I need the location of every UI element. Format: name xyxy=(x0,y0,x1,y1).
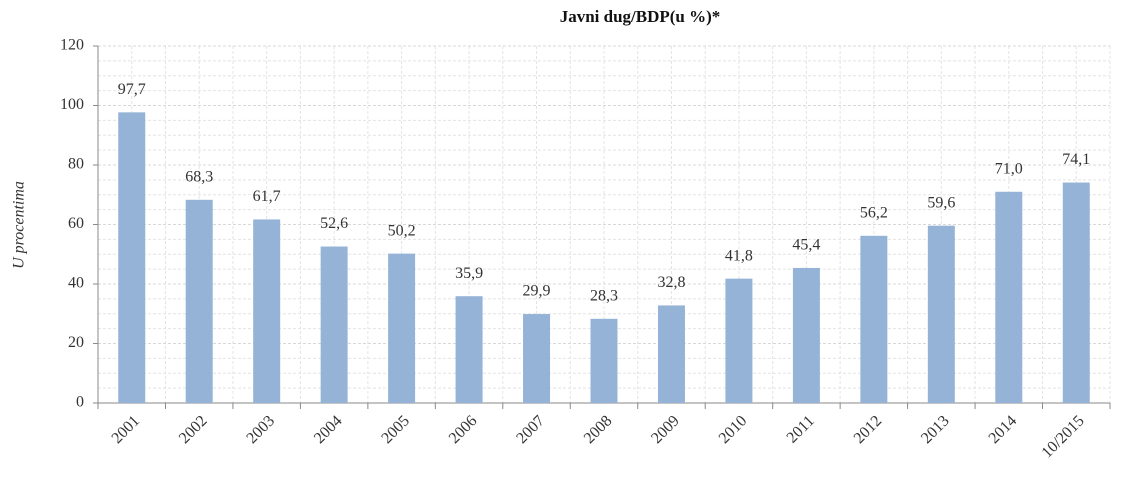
x-tick-label: 2012 xyxy=(851,412,886,447)
data-label: 28,3 xyxy=(590,287,618,304)
x-tick-label: 2008 xyxy=(581,412,616,447)
x-tick-label: 2014 xyxy=(986,412,1021,447)
bar xyxy=(253,219,281,403)
x-tick-label: 2006 xyxy=(446,412,481,447)
chart-title: Javni dug/BDP(u %)* xyxy=(560,7,721,26)
x-tick-label: 2002 xyxy=(176,412,211,447)
data-label: 29,9 xyxy=(523,283,551,300)
y-tick-label: 40 xyxy=(68,275,84,292)
x-tick-label: 2003 xyxy=(243,412,278,447)
data-label: 32,8 xyxy=(657,274,685,291)
data-label: 74,1 xyxy=(1062,151,1090,168)
x-tick-label: 2013 xyxy=(918,412,953,447)
data-label: 59,6 xyxy=(927,194,955,211)
x-tick-label: 2011 xyxy=(784,412,818,446)
data-label: 35,9 xyxy=(455,265,483,282)
bar xyxy=(118,112,146,403)
bar xyxy=(792,267,820,403)
x-tick-label: 2005 xyxy=(378,412,413,447)
x-tick-label: 2009 xyxy=(648,412,683,447)
bar xyxy=(725,278,753,403)
x-tick-label: 2010 xyxy=(716,412,751,447)
bar xyxy=(995,191,1023,403)
y-tick-label: 60 xyxy=(68,215,84,232)
bar xyxy=(388,253,416,403)
x-tick-label: 10/2015 xyxy=(1039,412,1088,461)
bar xyxy=(1062,182,1090,403)
bar xyxy=(185,199,213,403)
data-label: 97,7 xyxy=(118,81,146,98)
bar xyxy=(523,314,551,403)
x-tick-label: 2007 xyxy=(513,412,548,447)
data-label: 61,7 xyxy=(253,188,281,205)
data-label: 68,3 xyxy=(185,168,213,185)
y-tick-label: 120 xyxy=(60,37,84,54)
y-tick-label: 100 xyxy=(60,96,84,113)
y-tick-label: 80 xyxy=(68,156,84,173)
x-tick-label: 2001 xyxy=(109,412,144,447)
data-label: 50,2 xyxy=(388,222,416,239)
bar xyxy=(657,305,685,403)
data-label: 56,2 xyxy=(860,204,888,221)
bar xyxy=(320,246,348,403)
y-axis-label: U procentima xyxy=(11,181,28,269)
data-label: 52,6 xyxy=(320,215,348,232)
x-tick-label: 2004 xyxy=(311,412,346,447)
bar xyxy=(590,318,618,403)
y-tick-label: 0 xyxy=(76,394,84,411)
y-tick-label: 20 xyxy=(68,334,84,351)
data-label: 71,0 xyxy=(995,160,1023,177)
data-label: 45,4 xyxy=(792,237,820,254)
data-label: 41,8 xyxy=(725,247,753,264)
bar xyxy=(927,225,955,403)
bar xyxy=(455,296,483,403)
bar xyxy=(860,235,888,403)
